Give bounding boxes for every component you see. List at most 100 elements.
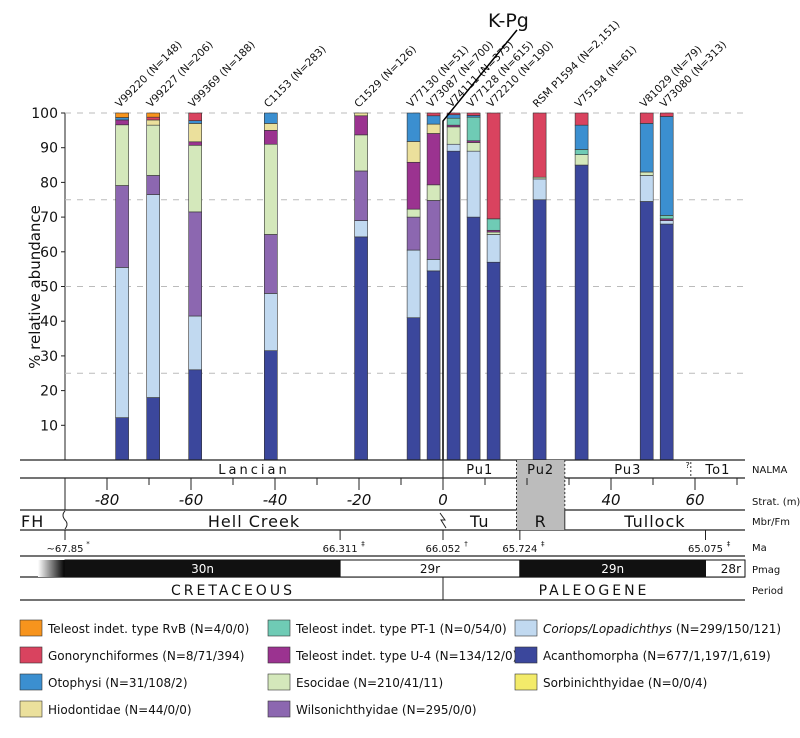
bar-segment xyxy=(486,261,501,461)
pmag-chron-label: 29n xyxy=(601,562,624,576)
legend-swatch xyxy=(514,646,538,664)
ma-tick-mark: ‡ xyxy=(541,540,545,548)
y-tick-label: 100 xyxy=(31,106,58,122)
legend-label: Otophysi (N=31/108/2) xyxy=(48,676,188,690)
bar-segment xyxy=(486,231,501,235)
bar-segment xyxy=(639,112,654,124)
strat-tick-label: -80 xyxy=(95,491,120,509)
bar-segment xyxy=(574,124,589,150)
y-tick-label: 20 xyxy=(40,384,58,400)
ma-tick-label: 66.052 xyxy=(426,544,461,555)
bar-segment xyxy=(115,119,129,126)
bar-segment xyxy=(659,215,674,220)
nalma-uncertain: ? xyxy=(686,461,690,470)
bar-segment xyxy=(354,115,368,136)
legend-series-name: Teleost indet. type RvB xyxy=(47,622,190,636)
legend-series-name: Teleost indet. type PT-1 xyxy=(295,622,440,636)
bar-segment xyxy=(426,112,441,117)
bar-segment xyxy=(426,115,441,125)
bar-segment xyxy=(188,211,202,317)
nalma-unit: Lancian xyxy=(218,463,289,478)
bar-segment xyxy=(115,124,129,186)
bar-segment xyxy=(263,234,278,294)
legend-swatch xyxy=(19,673,43,691)
bar-segment xyxy=(263,123,278,131)
legend-swatch xyxy=(19,646,43,664)
unconformity-squiggle xyxy=(62,510,68,530)
bar-segment xyxy=(406,161,421,210)
bar-segment xyxy=(446,143,461,152)
bar-segment xyxy=(188,369,202,461)
period-row-label: Period xyxy=(752,586,783,597)
legend-label: Teleost indet. type U-4 (N=134/12/0) xyxy=(295,649,517,663)
y-tick-label: 70 xyxy=(40,210,58,226)
legend-label: Wilsonichthyidae (N=295/0/0) xyxy=(296,703,477,717)
bar-segment xyxy=(354,236,368,461)
legend-counts: (N=134/12/0) xyxy=(435,649,517,663)
legend-swatch xyxy=(514,619,538,637)
bar-segment xyxy=(115,185,129,268)
y-tick-label: 50 xyxy=(40,280,58,296)
fm-row-label: Mbr/Fm xyxy=(752,517,790,528)
legend-series-name: Gonorynchiformes xyxy=(48,649,162,663)
legend-series-name: Teleost indet. type U-4 xyxy=(295,649,435,663)
ma-row-label: Ma xyxy=(752,543,767,554)
legend-series-name: Sorbinichthyidae xyxy=(543,676,648,690)
bar-segment xyxy=(574,164,589,461)
y-tick-label: 30 xyxy=(40,349,58,365)
strat-tick-label: -60 xyxy=(179,491,204,509)
kpg-label: K-Pg xyxy=(488,10,529,32)
legend-label: Hiodontidae (N=44/0/0) xyxy=(48,703,192,717)
period-unit: PALEOGENE xyxy=(539,583,650,599)
bar-segment xyxy=(146,119,160,126)
bar-segment xyxy=(639,123,654,173)
pmag-chron xyxy=(705,559,746,578)
bar-segment xyxy=(639,175,654,202)
pmag-row-label: Pmag xyxy=(752,565,780,576)
ma-tick-mark: ‡ xyxy=(727,540,731,548)
y-axis-label: % relative abundance xyxy=(26,205,44,369)
bar-segment xyxy=(659,223,674,461)
bar-segment xyxy=(486,234,501,263)
bar-segment xyxy=(486,218,501,231)
bar-segment xyxy=(426,133,441,186)
legend-series-name: Wilsonichthyidae xyxy=(296,703,402,717)
legend-label: Acanthomorpha (N=677/1,197/1,619) xyxy=(543,649,771,663)
bar-segment xyxy=(639,171,654,176)
bar-segment xyxy=(146,194,160,398)
legend-counts: (N=210/41/11) xyxy=(353,676,443,690)
bar-segment xyxy=(659,116,674,216)
legend-series-name: Coriops/Lopadichthys xyxy=(543,622,676,636)
bar-segment xyxy=(532,178,547,201)
formation-unit: Hell Creek xyxy=(208,512,300,531)
legend-counts: (N=0/0/4) xyxy=(648,676,707,690)
bar-segment xyxy=(406,317,421,461)
bar-segment xyxy=(574,149,589,155)
legend-label: Sorbinichthyidae (N=0/0/4) xyxy=(543,676,707,690)
pmag-chron-label: 28r xyxy=(721,562,741,576)
formation-unit: Tu xyxy=(469,512,489,531)
bar-segment xyxy=(354,220,368,238)
bar-segment xyxy=(263,293,278,351)
strat-tick-label: 40 xyxy=(601,491,620,509)
bar-segment xyxy=(446,112,461,116)
legend-label: Gonorynchiformes (N=8/71/394) xyxy=(48,649,245,663)
pu2-shading xyxy=(516,460,565,530)
pmag-chron-label: 30n xyxy=(191,562,214,576)
bar-segment xyxy=(188,120,202,124)
nalma-unit: To1 xyxy=(704,463,730,478)
nalma-unit: Pu2 xyxy=(527,463,554,478)
period-unit: CRETACEOUS xyxy=(171,583,295,599)
bar-segment xyxy=(263,350,278,461)
bar-segment xyxy=(426,184,441,201)
bar-segment xyxy=(146,116,160,121)
bar-segment xyxy=(188,123,202,143)
y-tick-label: 80 xyxy=(40,175,58,191)
pmag-chron-label: 29r xyxy=(420,562,440,576)
bar-segment xyxy=(263,112,278,124)
bar-segment xyxy=(466,142,481,152)
legend-swatch xyxy=(19,700,43,718)
bar-segment xyxy=(115,117,129,121)
bar-segment xyxy=(188,315,202,371)
bar-segment xyxy=(354,134,368,172)
